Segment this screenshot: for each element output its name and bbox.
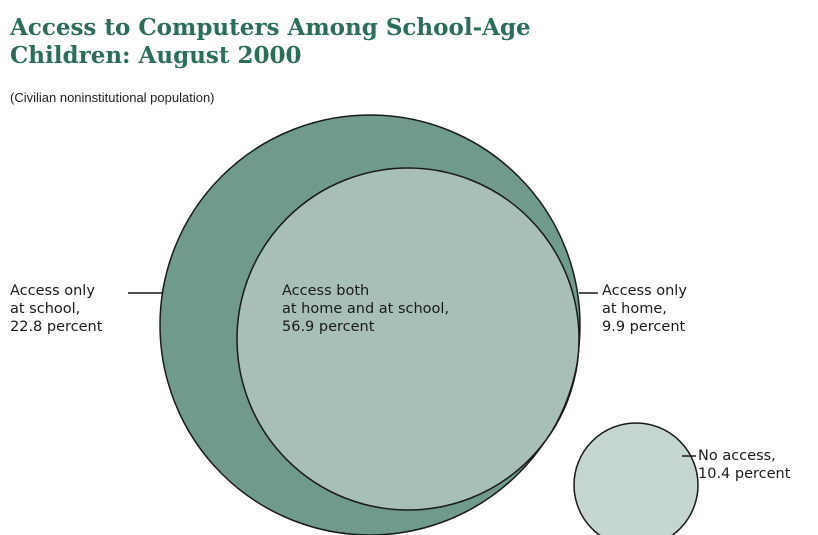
label-no-access: No access, 10.4 percent: [698, 448, 791, 482]
chart-title-line1: Access to Computers Among School-Age: [10, 14, 531, 41]
chart-subtitle: (Civilian noninstitutional population): [10, 90, 215, 105]
chart-title: Access to Computers Among School-Age Chi…: [10, 14, 531, 70]
no-access-circle: [573, 422, 699, 535]
both-access-overlap: [237, 168, 579, 510]
chart-title-line2: Children: August 2000: [10, 42, 302, 69]
label-school-only: Access only at school, 22.8 percent: [10, 283, 103, 335]
label-both: Access both at home and at school, 56.9 …: [282, 283, 450, 335]
label-home-only: Access only at home, 9.9 percent: [602, 283, 687, 335]
home-access-circle-outline: [236, 167, 580, 511]
